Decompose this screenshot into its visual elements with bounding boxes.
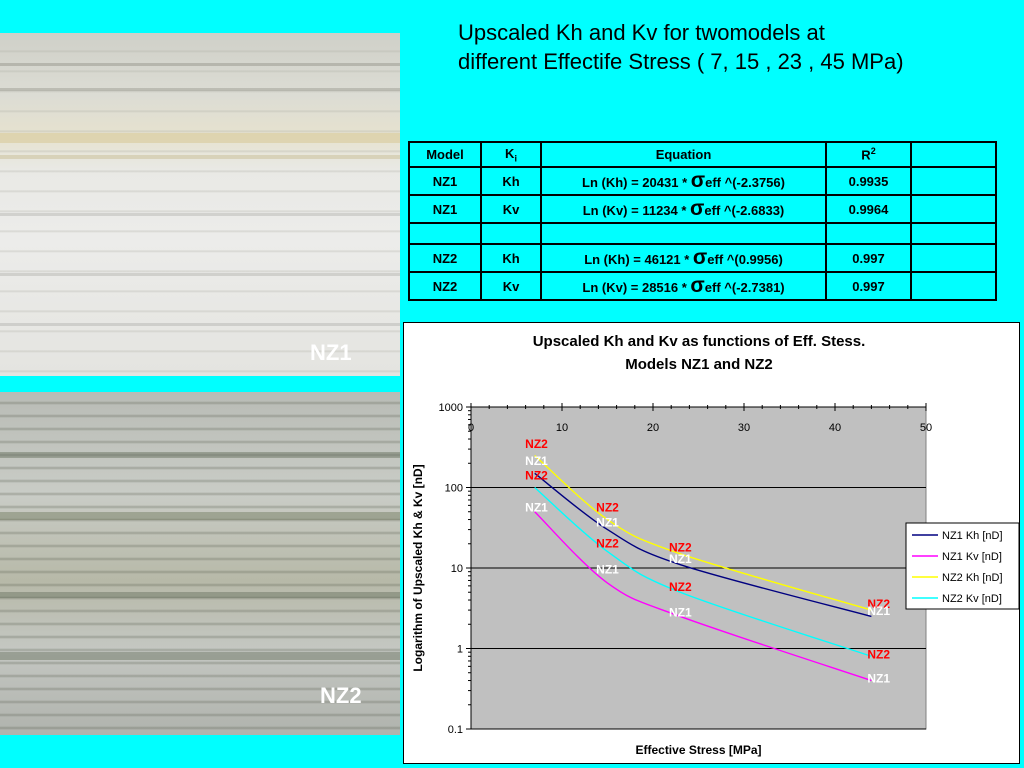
slide-title-line2: different Effectife Stress ( 7, 15 , 23 …: [458, 49, 904, 74]
header-r2: R2: [825, 141, 912, 168]
data-label: NZ1: [596, 515, 619, 529]
series-line-2: [534, 511, 872, 682]
slide-title: Upscaled Kh and Kv for twomodels at diff…: [458, 18, 1018, 76]
header-ki-main: K: [505, 145, 515, 161]
table-row: NZ2 Kh Ln (Kh) = 46121 * σeff ^(0.9956) …: [408, 243, 997, 273]
data-label: NZ2: [596, 536, 619, 550]
series-line-4: [534, 486, 872, 657]
cell-r2: 0.9935: [825, 166, 912, 196]
cell-equation: Ln (Kh) = 20431 * σeff ^(-2.3756): [540, 166, 827, 196]
y-tick-label: 10: [451, 563, 463, 575]
cell-model: NZ2: [408, 271, 482, 301]
outcrop-photo-nz1: NZ1: [0, 33, 400, 376]
cell-equation: Ln (Kv) = 11234 * σeff ^(-2.6833): [540, 194, 827, 224]
data-label: NZ2: [669, 580, 692, 594]
cell-empty: [910, 194, 997, 224]
table-row: NZ1 Kh Ln (Kh) = 20431 * σeff ^(-2.3756)…: [408, 166, 997, 196]
equation-prefix: Ln (Kv) = 28516 *: [582, 280, 691, 295]
data-label: NZ2: [525, 469, 548, 483]
cell-equation: Ln (Kh) = 46121 * σeff ^(0.9956): [540, 243, 827, 273]
cell-k: Kv: [480, 194, 542, 224]
table-row: NZ2 Kv Ln (Kv) = 28516 * σeff ^(-2.7381)…: [408, 271, 997, 301]
photo-label-nz1: NZ1: [310, 340, 352, 365]
header-equation: Equation: [540, 141, 827, 168]
equation-prefix: Ln (Kv) = 11234 *: [582, 203, 691, 218]
cell-r2: 0.997: [825, 243, 912, 273]
outcrop-photo-nz2: NZ2: [0, 392, 400, 735]
cell-empty: [910, 166, 997, 196]
data-label: NZ1: [525, 454, 548, 468]
header-model: Model: [408, 141, 482, 168]
data-label: NZ1: [669, 605, 692, 619]
cell-k: Kv: [480, 271, 542, 301]
equation-suffix: eff ^(-2.6833): [704, 203, 785, 218]
series-line-3: [534, 454, 872, 611]
y-tick-label: 1: [457, 644, 463, 656]
cell-model: NZ1: [408, 194, 482, 224]
table-row: NZ1 Kv Ln (Kv) = 11234 * σeff ^(-2.6833)…: [408, 194, 997, 224]
chart-title-line2: Models NZ1 and NZ2: [625, 356, 773, 373]
y-tick-label: 1000: [439, 402, 463, 414]
legend-entry: NZ2 Kv [nD]: [942, 593, 1002, 605]
slide-title-line1: Upscaled Kh and Kv for twomodels at: [458, 20, 825, 45]
table-row-blank: [408, 222, 997, 245]
chart-area: Upscaled Kh and Kv as functions of Eff. …: [403, 322, 1020, 764]
data-label: NZ1: [596, 563, 619, 577]
equation-suffix: eff ^(-2.7381): [704, 280, 785, 295]
data-label: NZ2: [669, 541, 692, 555]
sigma-symbol: σ: [690, 274, 705, 297]
cell-model: NZ2: [408, 243, 482, 273]
cell-model: NZ1: [408, 166, 482, 196]
line-chart: Upscaled Kh and Kv as functions of Eff. …: [411, 333, 1019, 757]
data-label: NZ2: [596, 501, 619, 515]
x-tick-label: 50: [920, 422, 932, 434]
table-header-row: Model Ki Equation R2: [408, 141, 997, 168]
data-label: NZ1: [669, 552, 692, 566]
cell-empty: [910, 271, 997, 301]
header-ki-sub: i: [514, 153, 517, 164]
x-tick-label: 10: [556, 422, 568, 434]
data-label: NZ2: [525, 437, 548, 451]
legend-entry: NZ2 Kh [nD]: [942, 572, 1003, 584]
data-label: NZ2: [867, 648, 890, 662]
cell-r2: 0.997: [825, 271, 912, 301]
cell-k: Kh: [480, 166, 542, 196]
equation-suffix: eff ^(0.9956): [707, 252, 783, 267]
equation-table: Model Ki Equation R2 NZ1 Kh Ln (Kh) = 20…: [408, 141, 997, 301]
series-line-1: [534, 472, 872, 618]
sigma-symbol: σ: [692, 246, 708, 269]
y-tick-label: 100: [445, 483, 463, 495]
cell-k: Kh: [480, 243, 542, 273]
sigma-symbol: σ: [690, 197, 705, 220]
header-ki: Ki: [480, 141, 542, 168]
data-label: NZ2: [867, 597, 890, 611]
sigma-symbol: σ: [690, 169, 706, 192]
y-tick-label: 0.1: [448, 724, 463, 736]
x-tick-label: 30: [738, 422, 750, 434]
cell-r2: 0.9964: [825, 194, 912, 224]
data-label: NZ1: [867, 671, 890, 685]
x-axis-label: Effective Stress [MPa]: [635, 743, 761, 757]
cell-equation: Ln (Kv) = 28516 * σeff ^(-2.7381): [540, 271, 827, 301]
legend-entry: NZ1 Kv [nD]: [942, 551, 1002, 563]
legend-entry: NZ1 Kh [nD]: [942, 530, 1003, 542]
y-axis-label: Logarithm of Upscaled Kh & Kv [nD]: [411, 464, 425, 671]
chart-title-line1: Upscaled Kh and Kv as functions of Eff. …: [533, 333, 866, 350]
equation-suffix: eff ^(-2.3756): [705, 175, 785, 190]
equation-prefix: Ln (Kh) = 46121 *: [584, 252, 693, 267]
header-r2-main: R: [861, 147, 871, 163]
cell-empty: [910, 243, 997, 273]
equation-prefix: Ln (Kh) = 20431 *: [582, 175, 691, 190]
header-empty: [910, 141, 997, 168]
photo-label-nz2: NZ2: [320, 683, 362, 708]
data-label: NZ1: [867, 604, 890, 618]
x-tick-label: 20: [647, 422, 659, 434]
legend-box: [905, 522, 1019, 610]
x-tick-label: 40: [829, 422, 841, 434]
header-r2-sup: 2: [870, 146, 876, 157]
data-label: NZ1: [525, 501, 548, 515]
